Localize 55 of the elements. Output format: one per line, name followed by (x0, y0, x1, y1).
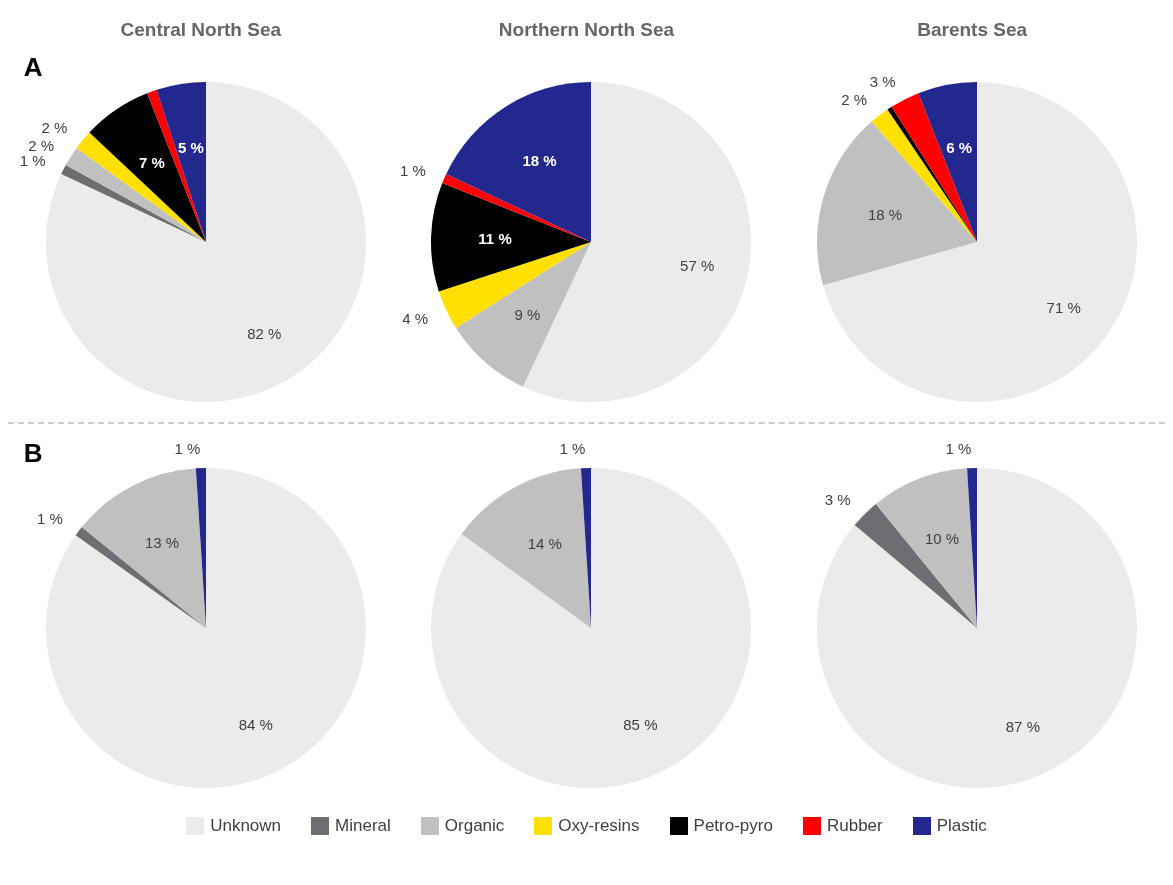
legend-label: Petro-pyro (693, 816, 773, 836)
data-label: 18 % (522, 152, 558, 170)
data-label: 71 % (1046, 299, 1081, 317)
legend-label: Organic (444, 816, 505, 836)
data-label: 1 % (36, 510, 63, 528)
data-label: 2 % (841, 90, 868, 108)
pie-slice (431, 183, 592, 292)
data-label: 11 % (478, 230, 513, 248)
pie-slice (918, 82, 978, 242)
data-label: 6 % (946, 139, 973, 157)
data-label: 1 % (400, 162, 427, 180)
data-label: 5 % (177, 138, 204, 156)
pie-slice (817, 468, 1138, 788)
chart-title: Central North Sea (120, 19, 282, 40)
data-label: 2 % (41, 118, 68, 136)
legend-label: Unknown (210, 816, 282, 836)
chart-title: Barents Sea (917, 19, 1028, 40)
pie-slice (871, 109, 978, 242)
data-label: 10 % (925, 530, 960, 548)
pie-slice (456, 242, 592, 387)
data-label: 1 % (559, 439, 586, 457)
data-label: 14 % (528, 535, 563, 553)
pie-slice (446, 82, 592, 242)
pie-slice (462, 468, 592, 628)
data-label: 9 % (515, 305, 541, 323)
data-label: 3 % (825, 491, 851, 509)
pie-slice (89, 93, 206, 242)
legend-label: Rubber (826, 816, 883, 836)
pie-slice (45, 468, 366, 788)
data-label: 1 % (945, 439, 972, 457)
data-label: 3 % (869, 72, 896, 90)
pie-slice (876, 468, 978, 628)
legend-label: Oxy-resins (558, 816, 640, 836)
data-label: 85 % (623, 716, 658, 734)
data-label: 84 % (238, 716, 273, 734)
pie-slice (439, 242, 592, 328)
legend-label: Plastic (936, 816, 987, 836)
data-label: 13 % (144, 534, 179, 552)
chart-title: Northern North Sea (498, 19, 675, 40)
data-label: 1 % (174, 439, 201, 457)
data-label: 82 % (247, 325, 282, 343)
data-label: 57 % (680, 257, 715, 275)
data-label: 4 % (402, 310, 429, 328)
data-label: 87 % (1005, 718, 1041, 736)
pie-slice (523, 82, 752, 402)
pie-slice (817, 121, 978, 286)
text: A (23, 52, 43, 83)
pie-slice (854, 504, 978, 628)
pie-slice (75, 527, 206, 628)
pie-slice (431, 468, 752, 788)
pie-slice (81, 468, 206, 628)
text: B (23, 438, 43, 469)
legend-label: Mineral (335, 816, 391, 836)
data-label: 18 % (868, 206, 903, 224)
data-label: 7 % (138, 154, 165, 172)
